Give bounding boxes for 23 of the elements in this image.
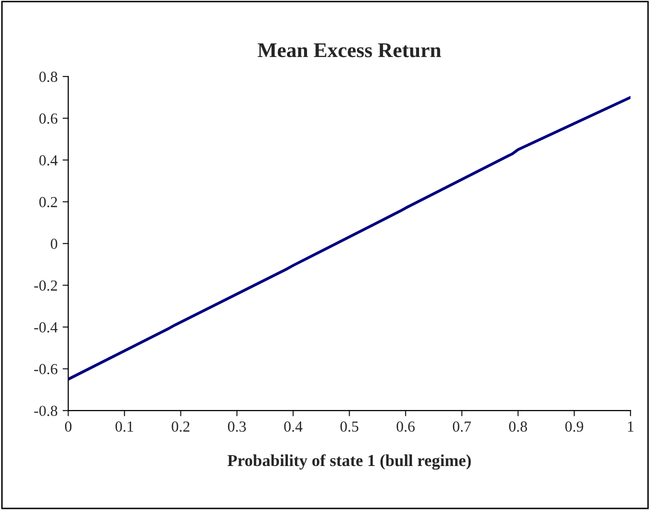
x-axis-title: Probability of state 1 (bull regime) <box>228 454 471 470</box>
y-tick-label: -0.6 <box>34 364 58 374</box>
x-tick-label: 0.5 <box>340 421 358 432</box>
chart-title: Mean Excess Return <box>258 43 442 58</box>
y-tick-label: 0.4 <box>39 155 58 166</box>
x-tick-label: 0 <box>65 421 72 432</box>
x-tick-label: 0.3 <box>228 421 246 432</box>
y-tick-label: 0.2 <box>39 196 57 208</box>
y-tick-label: -0.8 <box>34 406 58 416</box>
y-tick-label: 0 <box>50 238 58 249</box>
x-tick-label: 0.8 <box>509 421 528 432</box>
x-tick-label: 0.9 <box>565 421 584 432</box>
y-tick-label: 0.6 <box>39 113 58 124</box>
y-tick-label: -0.4 <box>34 322 58 333</box>
y-tick-label: -0.2 <box>34 280 57 291</box>
line-series <box>68 96 630 381</box>
x-tick-label: 0.7 <box>452 421 471 432</box>
x-tick-label: 0.4 <box>284 421 302 432</box>
x-tick-label: 1 <box>628 421 634 432</box>
x-tick-label: 0.1 <box>116 421 134 432</box>
x-tick-label: 0.6 <box>396 421 415 432</box>
y-tick-label: 0.8 <box>39 72 58 82</box>
x-tick-label: 0.2 <box>172 421 190 432</box>
